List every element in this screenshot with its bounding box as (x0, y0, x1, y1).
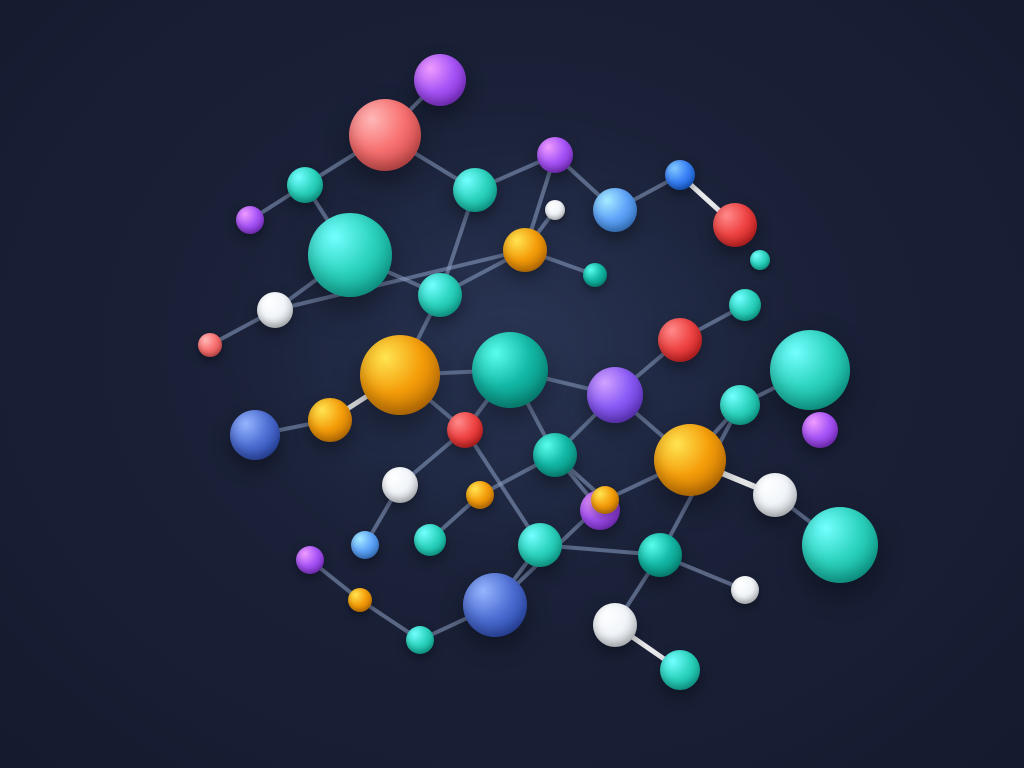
network-node (503, 228, 547, 272)
network-node (587, 367, 643, 423)
network-node (638, 533, 682, 577)
network-node (257, 292, 293, 328)
network-node (230, 410, 280, 460)
network-node (348, 588, 372, 612)
network-node (720, 385, 760, 425)
network-node (750, 250, 770, 270)
network-node (537, 137, 573, 173)
network-node (770, 330, 850, 410)
network-node (349, 99, 421, 171)
network-node (583, 263, 607, 287)
network-node (660, 650, 700, 690)
network-node (463, 573, 527, 637)
network-node (518, 523, 562, 567)
network-node (287, 167, 323, 203)
network-node (360, 335, 440, 415)
network-node (729, 289, 761, 321)
network-node (296, 546, 324, 574)
network-node (533, 433, 577, 477)
network-node (591, 486, 619, 514)
network-node (593, 603, 637, 647)
network-node (198, 333, 222, 357)
network-node (236, 206, 264, 234)
network-node (453, 168, 497, 212)
network-node (731, 576, 759, 604)
network-node (351, 531, 379, 559)
network-node (308, 398, 352, 442)
network-node (658, 318, 702, 362)
network-node (382, 467, 418, 503)
network-node (447, 412, 483, 448)
network-node (414, 524, 446, 556)
network-node (472, 332, 548, 408)
network-node (418, 273, 462, 317)
network-node (466, 481, 494, 509)
network-node (713, 203, 757, 247)
network-node (654, 424, 726, 496)
network-node (406, 626, 434, 654)
network-node (753, 473, 797, 517)
network-node (308, 213, 392, 297)
network-node (802, 507, 878, 583)
network-node (593, 188, 637, 232)
network-node (414, 54, 466, 106)
network-node (802, 412, 838, 448)
network-node (665, 160, 695, 190)
network-node (545, 200, 565, 220)
